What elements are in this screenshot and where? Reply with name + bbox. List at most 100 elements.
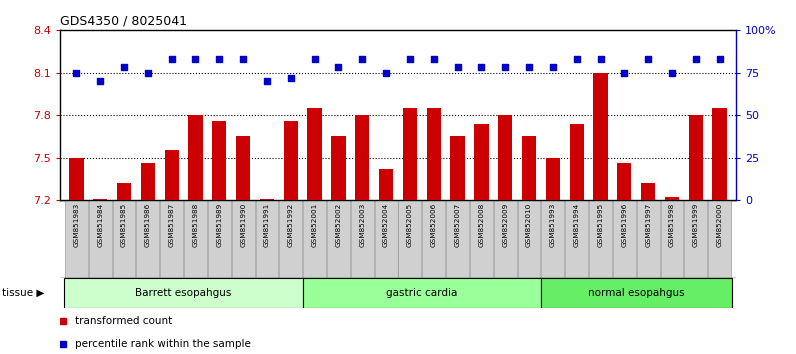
FancyBboxPatch shape xyxy=(232,200,255,278)
Text: GSM852007: GSM852007 xyxy=(455,202,461,247)
Point xyxy=(166,56,178,62)
FancyBboxPatch shape xyxy=(351,200,373,278)
Bar xyxy=(259,199,274,200)
Bar xyxy=(307,108,322,200)
FancyBboxPatch shape xyxy=(303,200,326,278)
Text: percentile rank within the sample: percentile rank within the sample xyxy=(75,339,251,349)
Point xyxy=(642,56,654,62)
Point xyxy=(665,70,678,75)
Bar xyxy=(331,136,345,200)
FancyBboxPatch shape xyxy=(64,278,302,308)
FancyBboxPatch shape xyxy=(65,200,88,278)
FancyBboxPatch shape xyxy=(637,200,660,278)
Text: GSM852005: GSM852005 xyxy=(407,202,413,247)
Text: Barrett esopahgus: Barrett esopahgus xyxy=(135,288,232,298)
FancyBboxPatch shape xyxy=(470,200,493,278)
Bar xyxy=(189,115,203,200)
Point xyxy=(94,78,107,84)
Bar xyxy=(665,197,679,200)
FancyBboxPatch shape xyxy=(423,200,445,278)
Text: GSM851985: GSM851985 xyxy=(121,202,127,247)
Point xyxy=(475,65,488,70)
FancyBboxPatch shape xyxy=(613,200,636,278)
Bar xyxy=(141,163,155,200)
Text: GSM852004: GSM852004 xyxy=(383,202,389,247)
Bar xyxy=(712,108,727,200)
Text: gastric cardia: gastric cardia xyxy=(386,288,458,298)
Bar xyxy=(689,115,703,200)
Text: GSM851986: GSM851986 xyxy=(145,202,151,247)
Point xyxy=(713,56,726,62)
Text: GSM851996: GSM851996 xyxy=(622,202,627,247)
Point xyxy=(356,56,369,62)
Bar xyxy=(283,121,298,200)
Point xyxy=(594,56,607,62)
Bar xyxy=(355,115,369,200)
FancyBboxPatch shape xyxy=(279,200,302,278)
FancyBboxPatch shape xyxy=(661,200,684,278)
Point xyxy=(236,56,249,62)
Text: GSM851989: GSM851989 xyxy=(217,202,222,247)
Text: GSM851994: GSM851994 xyxy=(574,202,579,247)
Text: GSM851984: GSM851984 xyxy=(97,202,103,247)
FancyBboxPatch shape xyxy=(160,200,183,278)
FancyBboxPatch shape xyxy=(256,200,279,278)
FancyBboxPatch shape xyxy=(302,278,541,308)
Point xyxy=(451,65,464,70)
FancyBboxPatch shape xyxy=(541,200,564,278)
Text: GSM851990: GSM851990 xyxy=(240,202,246,247)
Bar xyxy=(93,199,107,200)
Text: GSM851999: GSM851999 xyxy=(693,202,699,247)
FancyBboxPatch shape xyxy=(446,200,469,278)
FancyBboxPatch shape xyxy=(375,200,397,278)
Bar xyxy=(69,158,84,200)
FancyBboxPatch shape xyxy=(565,200,588,278)
Point xyxy=(284,75,297,80)
Bar xyxy=(165,150,179,200)
FancyBboxPatch shape xyxy=(494,200,517,278)
Point xyxy=(523,65,536,70)
Point xyxy=(689,56,702,62)
Bar xyxy=(403,108,417,200)
Bar xyxy=(641,183,655,200)
Text: GSM851991: GSM851991 xyxy=(264,202,270,247)
Text: GSM851988: GSM851988 xyxy=(193,202,198,247)
Text: GSM852008: GSM852008 xyxy=(478,202,485,247)
Text: GSM852003: GSM852003 xyxy=(359,202,365,247)
Bar xyxy=(379,169,393,200)
Point xyxy=(618,70,630,75)
Point xyxy=(142,70,154,75)
Text: GSM852001: GSM852001 xyxy=(311,202,318,247)
Point xyxy=(499,65,512,70)
Text: normal esopahgus: normal esopahgus xyxy=(588,288,685,298)
Bar xyxy=(117,183,131,200)
Point xyxy=(404,56,416,62)
Point xyxy=(308,56,321,62)
Text: GSM852009: GSM852009 xyxy=(502,202,508,247)
FancyBboxPatch shape xyxy=(208,200,231,278)
Text: transformed count: transformed count xyxy=(75,316,172,326)
Bar xyxy=(617,163,631,200)
Text: GSM851992: GSM851992 xyxy=(288,202,294,247)
FancyBboxPatch shape xyxy=(399,200,421,278)
Text: GSM852000: GSM852000 xyxy=(716,202,723,247)
FancyBboxPatch shape xyxy=(327,200,350,278)
FancyBboxPatch shape xyxy=(112,200,135,278)
Text: GSM852010: GSM852010 xyxy=(526,202,532,247)
FancyBboxPatch shape xyxy=(708,200,731,278)
FancyBboxPatch shape xyxy=(541,278,732,308)
Bar xyxy=(213,121,227,200)
FancyBboxPatch shape xyxy=(517,200,540,278)
Bar xyxy=(427,108,441,200)
FancyBboxPatch shape xyxy=(685,200,707,278)
Text: GSM851995: GSM851995 xyxy=(598,202,603,247)
Bar xyxy=(522,136,537,200)
Text: GSM851983: GSM851983 xyxy=(73,202,80,247)
Text: tissue ▶: tissue ▶ xyxy=(2,288,44,298)
Point xyxy=(380,70,392,75)
Text: GSM851998: GSM851998 xyxy=(669,202,675,247)
Text: GSM852002: GSM852002 xyxy=(335,202,341,247)
Point xyxy=(118,65,131,70)
Bar xyxy=(593,73,607,200)
Point xyxy=(70,70,83,75)
